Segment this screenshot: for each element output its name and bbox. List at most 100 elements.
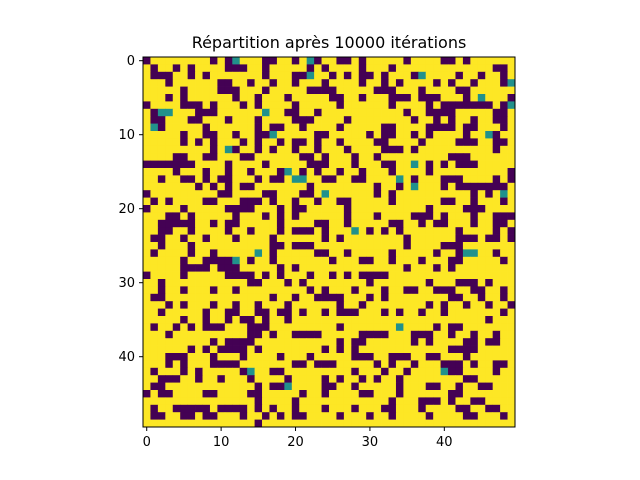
heatmap-cell (321, 249, 330, 258)
heatmap-cell (284, 256, 293, 265)
heatmap-cell (269, 116, 278, 124)
heatmap-cell (239, 382, 248, 391)
heatmap-cell (209, 64, 218, 73)
heatmap-cell (276, 212, 285, 221)
heatmap-cell (195, 94, 203, 102)
heatmap-cell (448, 57, 456, 65)
heatmap-cell (329, 86, 337, 95)
heatmap-cell (410, 353, 419, 361)
heatmap-cell (209, 227, 218, 235)
heatmap-cell (187, 279, 196, 287)
heatmap-cell (224, 338, 233, 346)
heatmap-cell (232, 205, 241, 213)
heatmap-cell (172, 323, 181, 332)
heatmap-cell (507, 182, 516, 191)
heatmap-cell (187, 57, 196, 65)
heatmap-cell (314, 301, 322, 309)
heatmap-cell (284, 249, 293, 258)
heatmap-cell (180, 367, 188, 376)
heatmap-cell (262, 345, 270, 354)
heatmap-cell (165, 227, 174, 235)
heatmap-cell (492, 138, 501, 147)
heatmap-cell (433, 197, 441, 206)
heatmap-cell (262, 131, 270, 139)
heatmap-cell (336, 382, 345, 391)
heatmap-cell (462, 145, 471, 154)
heatmap-cell (165, 345, 174, 354)
heatmap-cell (187, 293, 196, 302)
heatmap-cell (329, 279, 337, 287)
heatmap-cell (321, 242, 330, 250)
heatmap-cell (291, 138, 300, 147)
heatmap-cell (254, 390, 263, 398)
heatmap-cell (247, 390, 255, 398)
heatmap-cell (373, 286, 382, 295)
heatmap-cell (433, 397, 441, 406)
heatmap-cell (381, 175, 389, 184)
heatmap-cell (462, 64, 471, 73)
heatmap-cell (418, 212, 427, 221)
heatmap-cell (455, 316, 464, 324)
heatmap-cell (336, 116, 345, 124)
heatmap-cell (224, 367, 233, 376)
heatmap-cell (477, 182, 486, 191)
heatmap-cell (410, 375, 419, 383)
heatmap-cell (470, 227, 479, 235)
heatmap-cell (195, 293, 203, 302)
heatmap-cell (254, 197, 263, 206)
heatmap-cell (247, 108, 255, 117)
heatmap-cell (500, 271, 508, 280)
heatmap-cell (425, 256, 434, 265)
heatmap-cell (157, 397, 166, 406)
heatmap-cell (224, 86, 233, 95)
heatmap-cell (172, 145, 181, 154)
heatmap-cell (440, 175, 449, 184)
heatmap-cell (143, 197, 151, 206)
heatmap-cell (276, 205, 285, 213)
heatmap-cell (425, 360, 434, 369)
heatmap-cell (388, 412, 397, 420)
heatmap-cell (143, 338, 151, 346)
heatmap-cell (448, 412, 456, 420)
y-tick-label: 0 (127, 54, 135, 69)
heatmap-cell (440, 205, 449, 213)
heatmap-cell (358, 57, 367, 65)
heatmap-cell (343, 234, 352, 243)
heatmap-cell (336, 57, 345, 65)
heatmap-cell (462, 71, 471, 80)
heatmap-cell (448, 353, 456, 361)
heatmap-cell (351, 205, 360, 213)
heatmap-cell (217, 145, 226, 154)
heatmap-cell (202, 79, 211, 87)
heatmap-cell (336, 101, 345, 110)
heatmap-cell (418, 301, 427, 309)
heatmap-cell (455, 212, 464, 221)
heatmap-cell (157, 182, 166, 191)
heatmap-cell (403, 256, 412, 265)
heatmap-cell (388, 256, 397, 265)
heatmap-cell (157, 338, 166, 346)
heatmap-cell (507, 116, 516, 124)
heatmap-cell (440, 397, 449, 406)
heatmap-cell (284, 301, 293, 309)
heatmap-cell (448, 190, 456, 198)
heatmap-cell (314, 190, 322, 198)
heatmap-cell (254, 338, 263, 346)
heatmap-cell (507, 264, 516, 272)
heatmap-cell (477, 345, 486, 354)
heatmap-cell (381, 168, 389, 176)
heatmap-cell (485, 219, 494, 228)
heatmap-cell (343, 94, 352, 102)
heatmap-cell (321, 404, 330, 413)
heatmap-cell (507, 360, 516, 369)
heatmap-cell (269, 308, 278, 317)
heatmap-cell (262, 404, 270, 413)
heatmap-cell (336, 264, 345, 272)
heatmap-cell (470, 190, 479, 198)
heatmap-cell (388, 345, 397, 354)
heatmap-cell (291, 382, 300, 391)
heatmap-cell (143, 330, 151, 339)
heatmap-cell (455, 338, 464, 346)
heatmap-cell (172, 330, 181, 339)
heatmap-cell (187, 323, 196, 332)
